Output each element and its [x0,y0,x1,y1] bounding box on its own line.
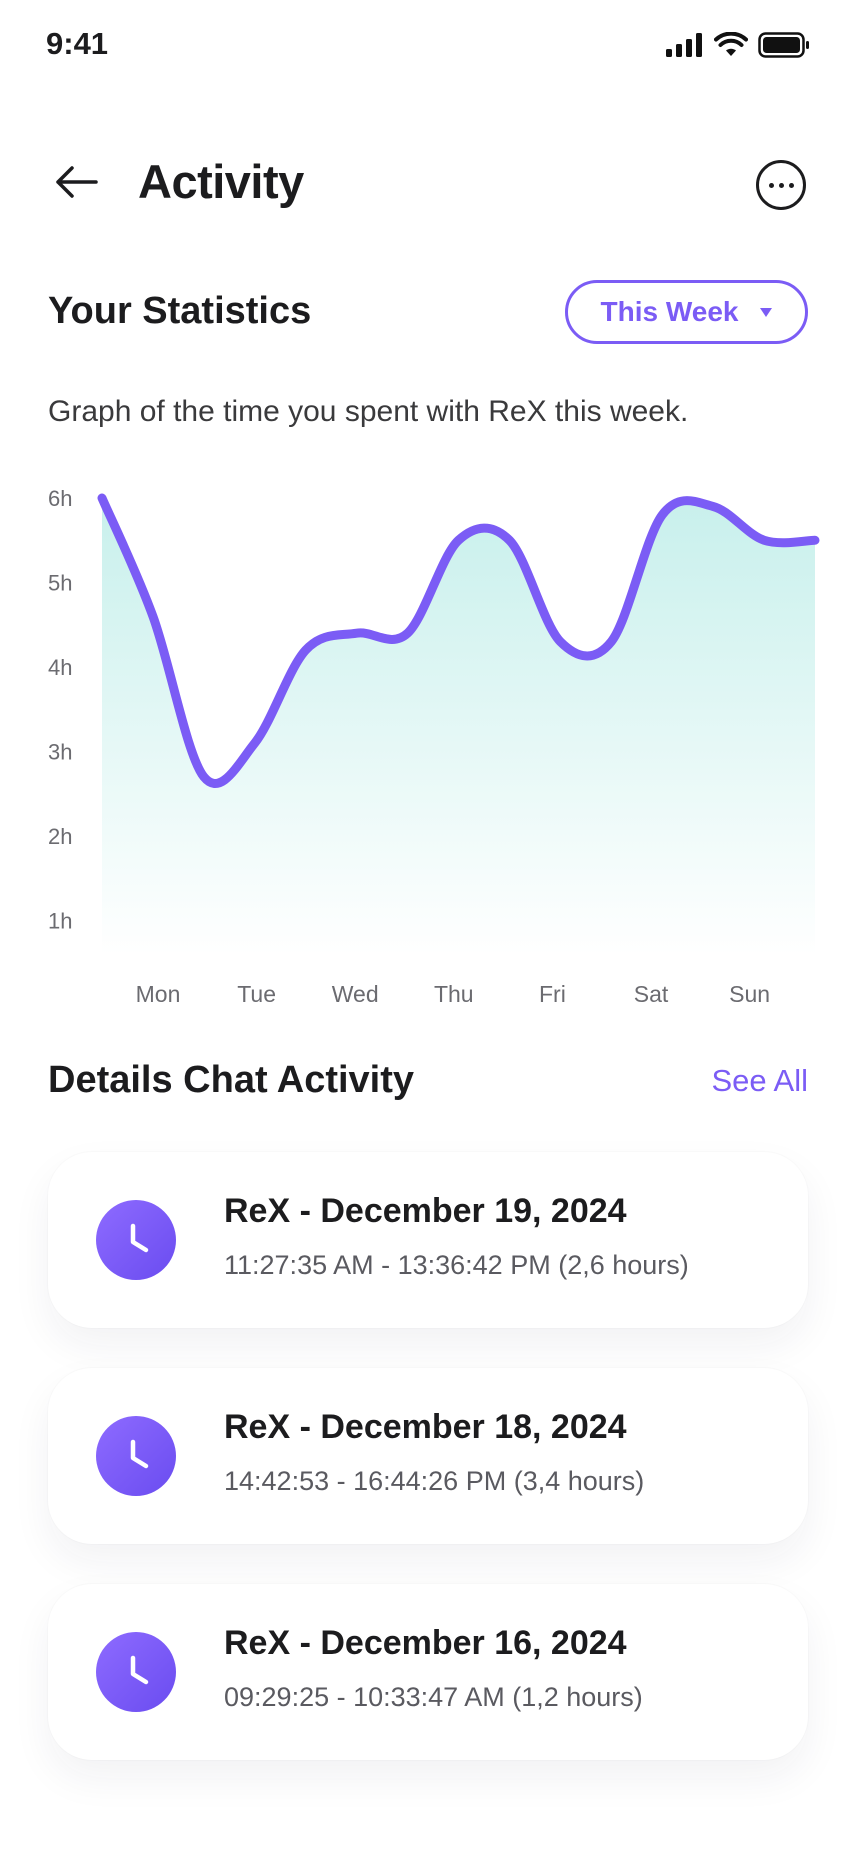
app-header: Activity [0,140,856,230]
cellular-signal-icon [666,33,702,57]
activity-card[interactable]: ReX - December 19, 2024 11:27:35 AM - 13… [48,1152,808,1328]
more-dot [778,182,784,188]
more-options-button[interactable] [756,160,806,210]
activity-time-range: 09:29:25 - 10:33:47 AM (1,2 hours) [224,1682,643,1712]
x-tick-label: Fri [539,981,566,1007]
activity-list: ReX - December 19, 2024 11:27:35 AM - 13… [48,1152,808,1800]
statistics-title: Your Statistics [48,290,312,332]
activity-time-range: 14:42:53 - 16:44:26 PM (3,4 hours) [224,1466,645,1496]
y-tick-label: 2h [48,824,72,849]
x-tick-label: Sun [729,981,770,1007]
x-tick-label: Mon [136,981,181,1007]
arrow-left-icon [56,166,98,198]
x-tick-label: Thu [434,981,474,1007]
statistics-header: Your Statistics This Week [48,280,808,344]
page-title: Activity [138,155,304,208]
clock-icon [96,1200,176,1280]
details-title: Details Chat Activity [48,1059,415,1101]
activity-card[interactable]: ReX - December 18, 2024 14:42:53 - 16:44… [48,1368,808,1544]
battery-icon [758,32,809,58]
status-icons [666,32,810,58]
y-tick-label: 3h [48,740,72,765]
y-tick-label: 4h [48,655,72,680]
activity-title: ReX - December 18, 2024 [224,1408,627,1446]
see-all-link[interactable]: See All [711,1063,808,1098]
activity-time-range: 11:27:35 AM - 13:36:42 PM (2,6 hours) [224,1250,689,1280]
y-tick-label: 1h [48,909,72,934]
time-range-dropdown[interactable]: This Week [565,280,808,344]
status-time: 9:41 [46,26,109,61]
chart-area [102,498,815,955]
statistics-description: Graph of the time you spent with ReX thi… [48,395,689,428]
clock-hands [130,1439,149,1469]
time-range-label: This Week [600,296,739,327]
activity-title: ReX - December 16, 2024 [224,1624,627,1662]
activity-card[interactable]: ReX - December 16, 2024 09:29:25 - 10:33… [48,1584,808,1760]
clock-icon [96,1416,176,1496]
x-tick-label: Sat [634,981,669,1007]
activity-title: ReX - December 19, 2024 [224,1192,627,1230]
chart-line [97,493,820,788]
back-button[interactable] [48,158,104,206]
y-tick-label: 6h [48,486,72,511]
clock-icon [96,1632,176,1712]
clock-hands [130,1223,149,1253]
y-tick-label: 5h [48,571,72,596]
more-dots-icon [768,182,774,188]
activity-chart-svg: 6h 5h 4h 3h 2h 1h Mon Tue Wed Thu Fri Sat Sun [48,486,820,1007]
status-bar: 9:41 [0,0,856,90]
x-tick-label: Wed [332,981,379,1007]
wifi-icon [714,32,748,56]
clock-hands [130,1655,149,1685]
caret-down-icon [760,307,773,317]
details-header: Details Chat Activity See All [48,1055,808,1111]
x-tick-label: Tue [237,981,276,1007]
activity-chart: 6h 5h 4h 3h 2h 1h Mon Tue Wed Thu Fri Sat Sun [40,470,820,1015]
more-dot [788,182,794,188]
